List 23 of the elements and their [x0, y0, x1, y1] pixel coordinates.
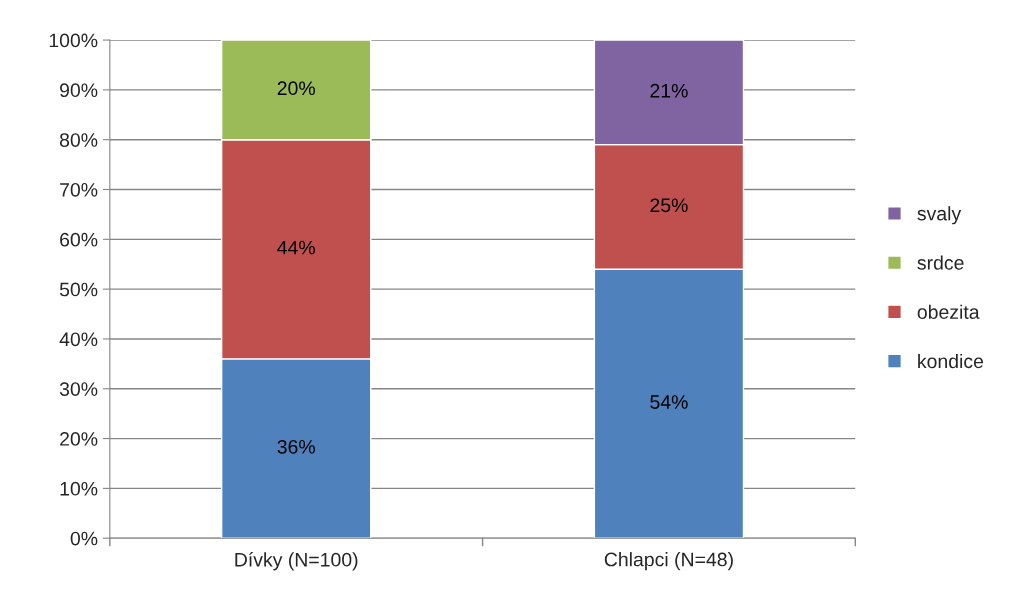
- data-label: 44%: [277, 240, 315, 255]
- x-tick-label: Chlapci (N=48): [604, 552, 733, 571]
- y-tick-label: 40%: [59, 332, 98, 347]
- legend-label: svaly: [917, 206, 962, 225]
- y-tick-label: 60%: [60, 232, 98, 247]
- data-label: 25%: [650, 198, 688, 213]
- y-tick-label: 30%: [59, 382, 98, 396]
- legend-label: kondice: [918, 353, 984, 369]
- y-tick-label: 80%: [59, 133, 98, 147]
- y-tick-label: 70%: [60, 182, 98, 197]
- y-tick-label: 10%: [60, 481, 98, 496]
- x-tick-label: Dívky (N=100): [235, 552, 358, 571]
- legend-label: obezita: [917, 304, 980, 319]
- y-tick-label: 90%: [60, 83, 98, 98]
- data-label: 36%: [277, 439, 315, 454]
- y-tick-label: 100%: [49, 33, 98, 48]
- data-label: 20%: [277, 81, 315, 96]
- y-tick-label: 20%: [60, 432, 98, 446]
- data-label: 54%: [650, 395, 688, 409]
- y-tick-label: 0%: [70, 531, 98, 546]
- legend-label: srdce: [917, 255, 964, 270]
- y-tick-label: 50%: [59, 282, 98, 297]
- data-label: 21%: [650, 83, 688, 98]
